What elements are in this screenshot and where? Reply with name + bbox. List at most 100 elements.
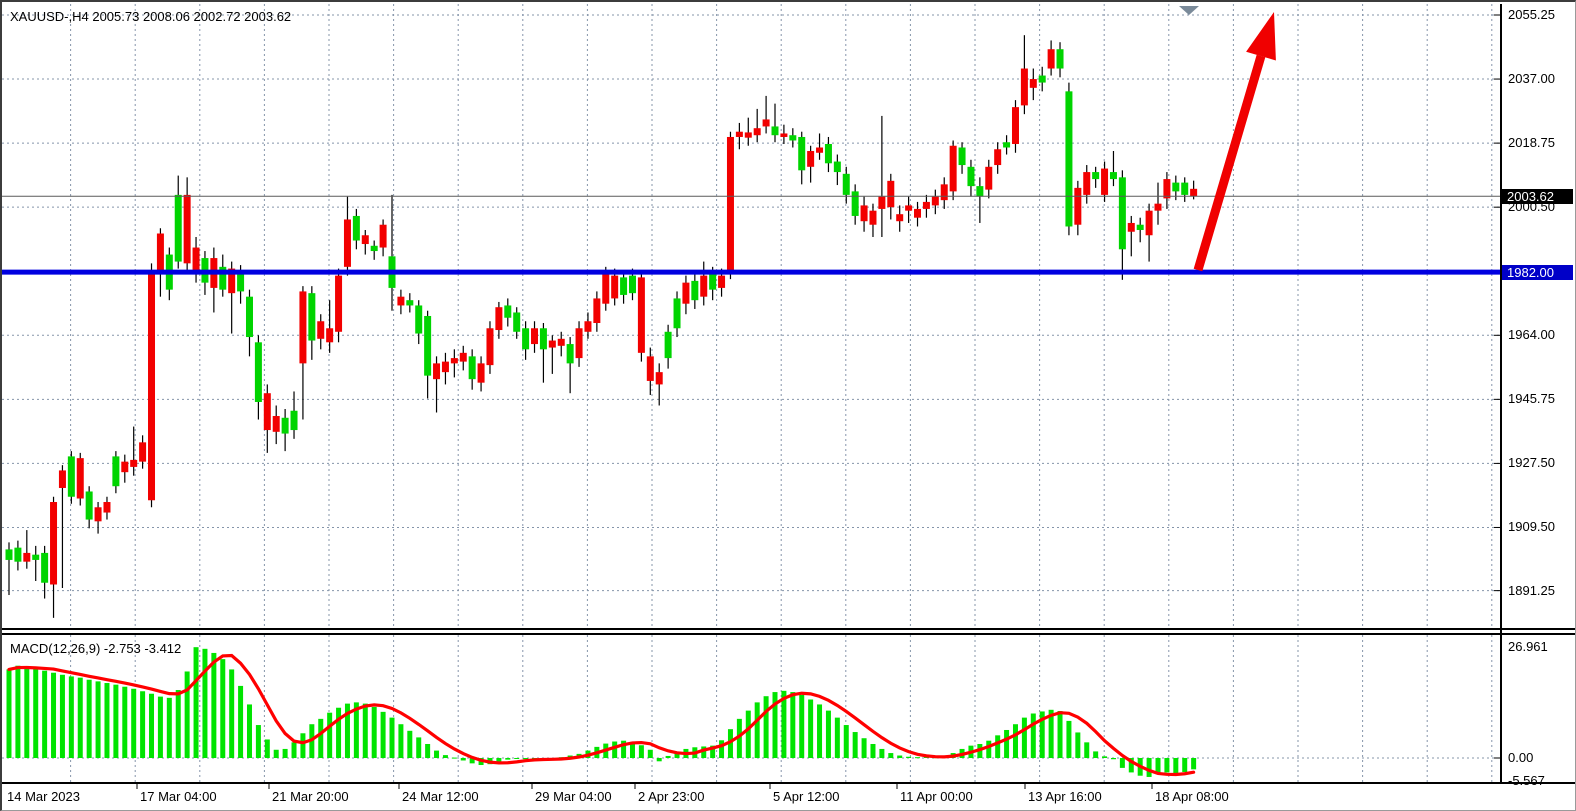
candlestick — [504, 305, 512, 318]
time-axis-label: 5 Apr 12:00 — [773, 789, 840, 804]
price-axis-label: 1927.50 — [1508, 455, 1555, 471]
candlestick — [263, 393, 271, 431]
candlestick — [842, 173, 850, 195]
macd-histogram-bar — [24, 667, 30, 758]
candlestick — [958, 147, 966, 166]
price-axis-label: 2055.25 — [1508, 7, 1555, 22]
candlestick — [174, 194, 182, 262]
macd-histogram-bar — [888, 753, 894, 758]
candlestick — [433, 363, 441, 380]
candlestick — [495, 307, 503, 331]
candlestick — [299, 291, 307, 364]
candlestick — [1127, 222, 1135, 232]
macd-histogram-bar — [1164, 758, 1170, 773]
candlestick — [237, 272, 245, 292]
macd-axis-label: -5.567 — [1508, 772, 1545, 788]
macd-histogram-bar — [772, 692, 778, 758]
macd-histogram-bar — [68, 676, 74, 758]
macd-histogram-bar — [745, 710, 751, 758]
candlestick — [611, 275, 619, 299]
candlestick — [370, 245, 378, 252]
macd-histogram-bar — [1110, 758, 1116, 760]
macd-histogram-bar — [86, 679, 92, 758]
candlestick — [459, 352, 467, 362]
macd-histogram-bar — [1021, 717, 1027, 758]
candlestick — [593, 298, 601, 324]
macd-histogram-bar — [879, 748, 885, 758]
macd-histogram-bar — [122, 686, 128, 758]
candlestick — [700, 275, 708, 297]
support-line-badge: 1982.00 — [1502, 264, 1573, 280]
candlestick — [807, 151, 815, 167]
macd-histogram-bar — [344, 703, 350, 758]
macd-histogram-bar — [380, 711, 386, 758]
candlestick — [41, 552, 49, 583]
macd-histogram-bar — [852, 732, 858, 758]
macd-histogram-bar — [621, 740, 627, 758]
macd-signal-line — [7, 653, 1196, 777]
macd-histogram-bar — [665, 755, 671, 758]
time-axis-label: 2 Apr 23:00 — [638, 789, 705, 804]
price-axis-label: 2018.75 — [1508, 135, 1555, 151]
candlestick — [85, 491, 93, 520]
chart-ohlc-title: XAUUSD-,H4 2005.73 2008.06 2002.72 2003.… — [10, 9, 292, 24]
candlestick — [317, 321, 325, 339]
candlestick — [655, 372, 663, 385]
macd-histogram-bar — [416, 737, 422, 758]
candlestick — [780, 133, 788, 137]
price-axis-label: 2037.00 — [1508, 71, 1555, 87]
candlestick — [789, 135, 797, 141]
macd-histogram-bar — [754, 702, 760, 758]
panel-separator — [2, 628, 1575, 630]
candlestick — [326, 328, 334, 343]
candlestick — [192, 247, 200, 271]
candlestick — [620, 277, 628, 295]
candlestick — [1092, 172, 1100, 180]
candlestick — [23, 552, 31, 562]
candlestick — [486, 328, 494, 366]
macd-histogram-bar — [33, 669, 39, 758]
candlestick — [1083, 172, 1091, 195]
candlestick — [1038, 75, 1046, 83]
candlestick — [664, 331, 672, 359]
macd-histogram-bar — [264, 739, 270, 758]
macd-histogram-bar — [1182, 758, 1188, 773]
macd-indicator-label: MACD(12,26,9) -2.753 -3.412 — [10, 641, 182, 656]
candlestick — [343, 219, 351, 267]
macd-histogram-bar — [469, 758, 475, 764]
candlestick — [352, 215, 360, 241]
time-axis-label: 13 Apr 16:00 — [1028, 789, 1102, 804]
macd-histogram-bar — [407, 730, 413, 758]
time-axis-label: 17 Mar 04:00 — [140, 789, 217, 804]
macd-histogram-bar — [897, 755, 903, 758]
macd-histogram-bar — [825, 710, 831, 758]
macd-histogram-bar — [1075, 732, 1081, 758]
candlestick — [869, 210, 877, 225]
candlestick — [522, 328, 530, 350]
candlestick — [335, 275, 343, 332]
macd-histogram-bar — [6, 669, 12, 758]
candlestick — [1190, 188, 1198, 197]
macd-histogram-bar — [1057, 711, 1063, 758]
candlestick — [513, 312, 521, 332]
macd-histogram-bar — [514, 758, 520, 759]
candlestick — [628, 275, 636, 294]
candlestick — [744, 132, 752, 138]
candlestick — [931, 196, 939, 206]
macd-histogram-bar — [211, 652, 217, 758]
candlestick — [985, 166, 993, 190]
candlestick — [424, 315, 432, 376]
macd-histogram-bar — [166, 697, 172, 758]
candlestick — [58, 470, 66, 488]
macd-histogram-bar — [612, 741, 618, 758]
candlestick — [557, 338, 565, 346]
macd-histogram-bar — [834, 717, 840, 758]
macd-histogram-bar — [817, 704, 823, 758]
macd-histogram-bar — [300, 733, 306, 758]
candlestick — [1163, 179, 1171, 199]
candlestick — [976, 186, 984, 197]
candlestick — [771, 126, 779, 136]
candlestick — [156, 233, 164, 273]
macd-histogram-bar — [336, 707, 342, 758]
